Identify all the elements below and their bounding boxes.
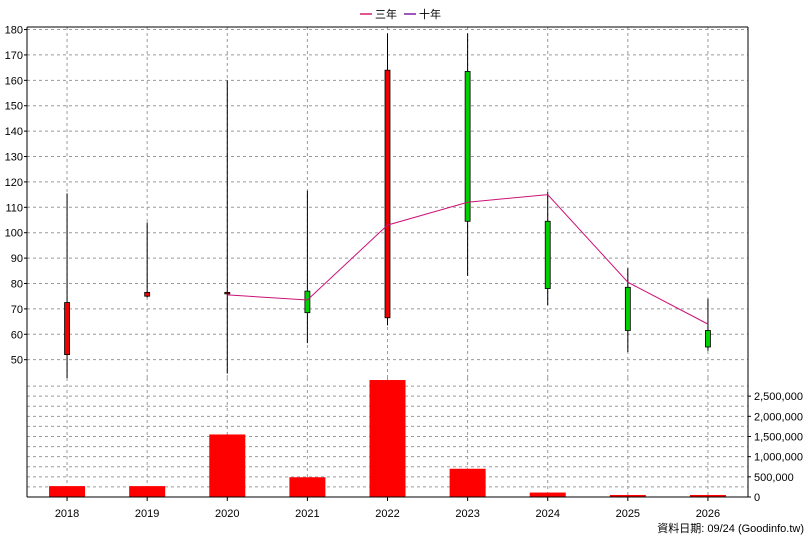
price-tick-label: 50 bbox=[11, 355, 23, 367]
candle-body-up bbox=[144, 291, 151, 297]
volume-bar bbox=[209, 434, 246, 497]
price-tick-label: 140 bbox=[5, 126, 23, 138]
price-tick-label: 60 bbox=[11, 329, 23, 341]
data-date-credit: 資料日期: 09/24 (Goodinfo.tw) bbox=[657, 523, 804, 535]
price-tick-label: 180 bbox=[5, 25, 23, 37]
legend-label-three-year: 三年 bbox=[375, 7, 397, 21]
price-tick-label: 170 bbox=[5, 50, 23, 62]
price-tick-label: 70 bbox=[11, 304, 23, 316]
price-tick-label: 120 bbox=[5, 177, 23, 189]
candle-body-down bbox=[304, 290, 311, 314]
volume-bar bbox=[129, 486, 166, 497]
x-tick-label: 2021 bbox=[295, 508, 319, 520]
price-tick-label: 160 bbox=[5, 75, 23, 87]
volume-tick-label: 0 bbox=[754, 492, 760, 504]
x-tick-label: 2020 bbox=[215, 508, 239, 520]
price-tick-label: 80 bbox=[11, 278, 23, 290]
volume-panel: 0 500,000 1,000,000 1,500,000 2,000,000 2,500… bbox=[26, 378, 803, 504]
price-tick-label: 110 bbox=[5, 202, 23, 214]
legend: 三年 十年 bbox=[360, 7, 441, 21]
volume-tick-label: 2,500,000 bbox=[754, 391, 803, 403]
volume-tick-label: 500,000 bbox=[754, 472, 794, 484]
x-tick-label: 2023 bbox=[455, 508, 479, 520]
x-tick-label: 2026 bbox=[696, 508, 720, 520]
candle-body-up bbox=[224, 291, 231, 295]
volume-bar bbox=[289, 477, 326, 497]
candle-body-down bbox=[705, 330, 711, 348]
candle-body-down bbox=[624, 286, 631, 331]
x-tick-label: 2019 bbox=[135, 508, 159, 520]
volume-bar bbox=[689, 494, 726, 497]
x-axis: 2018 2019 2020 2021 2022 2023 2024 2025 2026 bbox=[27, 496, 748, 520]
volume-tick-label: 2,000,000 bbox=[754, 411, 803, 423]
volume-bar bbox=[49, 486, 86, 497]
volume-bar bbox=[369, 380, 406, 497]
candle-body-up bbox=[64, 302, 70, 356]
volume-tick-label: 1,500,000 bbox=[754, 431, 803, 443]
volume-bar bbox=[529, 492, 566, 497]
legend-label-ten-year: 十年 bbox=[419, 7, 441, 21]
price-tick-label: 150 bbox=[5, 101, 23, 113]
price-panel: 50 60 70 80 90 100 110 120 130 140 150 160 170 180 bbox=[5, 25, 749, 380]
x-tick-label: 2024 bbox=[535, 508, 559, 520]
x-tick-label: 2025 bbox=[616, 508, 640, 520]
volume-bar bbox=[609, 494, 646, 497]
candle-body-down bbox=[464, 71, 471, 222]
volume-tick-label: 1,000,000 bbox=[754, 452, 803, 464]
price-tick-label: 130 bbox=[5, 152, 23, 164]
candle-body-up bbox=[384, 69, 391, 319]
price-tick-label: 100 bbox=[5, 228, 23, 240]
price-tick-label: 90 bbox=[11, 253, 23, 265]
moving-average-line bbox=[227, 194, 709, 325]
candle-body-down bbox=[544, 220, 551, 289]
x-tick-label: 2018 bbox=[55, 508, 79, 520]
volume-bar bbox=[449, 468, 486, 497]
x-tick-label: 2022 bbox=[375, 508, 399, 520]
